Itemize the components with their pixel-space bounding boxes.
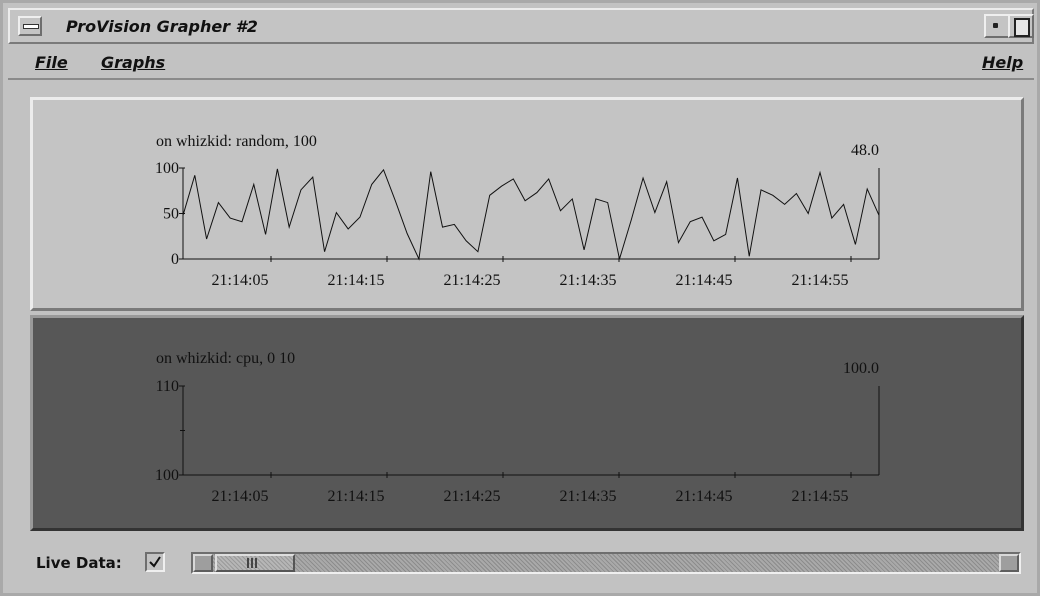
maximize-button[interactable] (1008, 14, 1034, 38)
grip-icon (247, 558, 249, 568)
menu-bar: File Graphs Help (8, 46, 1034, 80)
time-scrollbar[interactable] (191, 552, 1021, 574)
x-tick-label: 21:14:05 (212, 272, 269, 289)
window-title: ProVision Grapher #2 (66, 17, 258, 36)
y-tick-label: 0 (171, 251, 179, 268)
x-tick-label: 21:14:35 (560, 488, 617, 505)
title-bar[interactable]: ProVision Grapher #2 (8, 8, 1034, 44)
minimize-button[interactable] (984, 14, 1010, 38)
scroll-right-button[interactable] (999, 554, 1019, 572)
menu-graphs-label: Graphs (101, 53, 166, 72)
x-tick-label: 21:14:15 (328, 488, 385, 505)
graph-current-value: 100.0 (843, 360, 879, 377)
x-tick-label: 21:14:35 (560, 272, 617, 289)
graph-title: on whizkid: random, 100 (156, 133, 317, 150)
checkmark-icon (149, 556, 161, 568)
graph-panel-cpu[interactable]: on whizkid: cpu, 0 10 100.0 100 110 21:14:… (30, 315, 1024, 531)
maximize-icon (1014, 18, 1030, 37)
x-tick-label: 21:14:55 (792, 272, 849, 289)
cpu-graph: on whizkid: cpu, 0 10 100.0 100 110 21:14:… (155, 350, 880, 505)
y-tick-label: 50 (163, 206, 179, 223)
menu-help-label: Help (982, 53, 1024, 72)
menu-graphs[interactable]: Graphs (101, 53, 165, 72)
x-tick-label: 21:14:25 (444, 272, 501, 289)
y-tick-label: 110 (156, 378, 179, 395)
minimize-icon (993, 23, 998, 28)
x-tick-label: 21:14:55 (792, 488, 849, 505)
window-menu-icon (23, 24, 39, 29)
y-tick-label: 100 (155, 467, 179, 484)
random-graph: on whizkid: random, 100 48.0 0 50 100 21:14… (155, 133, 880, 289)
scroll-thumb[interactable] (215, 554, 295, 572)
x-tick-label: 21:14:25 (444, 488, 501, 505)
live-data-checkbox[interactable] (145, 552, 165, 572)
menu-file-label: File (35, 53, 68, 72)
series-line (182, 168, 880, 261)
live-data-label: Live Data: (36, 554, 122, 572)
graph-current-value: 48.0 (851, 142, 879, 159)
scroll-left-button[interactable] (193, 554, 213, 572)
x-tick-label: 21:14:45 (676, 272, 733, 289)
y-tick-label: 100 (155, 160, 179, 177)
graph-title: on whizkid: cpu, 0 10 (156, 350, 295, 367)
menu-file[interactable]: File (35, 53, 68, 72)
window-menu-button[interactable] (18, 16, 42, 36)
x-tick-label: 21:14:15 (328, 272, 385, 289)
graph-panel-random[interactable]: on whizkid: random, 100 48.0 0 50 100 21:14… (30, 97, 1024, 311)
x-tick-label: 21:14:05 (212, 488, 269, 505)
x-tick-label: 21:14:45 (676, 488, 733, 505)
menu-help[interactable]: Help (982, 53, 1023, 72)
